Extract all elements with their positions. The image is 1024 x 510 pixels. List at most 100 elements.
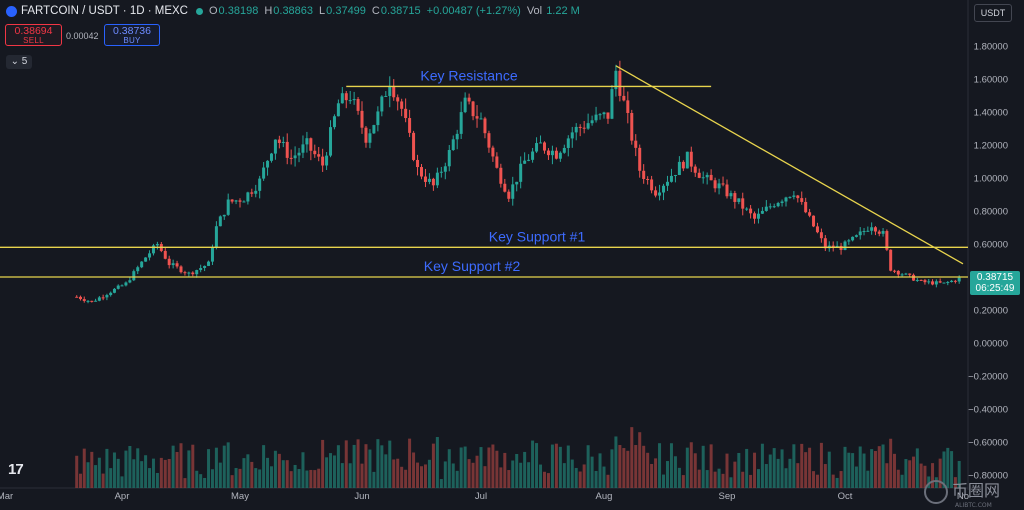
volume-bar [858, 446, 862, 488]
candle-body [889, 249, 893, 271]
volume-bar [207, 449, 211, 488]
volume-bar [550, 444, 554, 488]
candle-body [598, 114, 602, 116]
sell-button[interactable]: 0.38694 SELL [5, 24, 62, 46]
volume-bar [313, 470, 317, 488]
volume-bar [214, 447, 218, 488]
volume-bar [946, 447, 950, 488]
volume-bar [721, 473, 725, 488]
time-axis[interactable]: Mar Apr May Jun Jul Aug Sep Oct No [0, 491, 969, 502]
volume-bar [151, 458, 155, 488]
volume-bar [835, 477, 839, 488]
candle-body [784, 197, 788, 202]
volume-bar [931, 463, 935, 488]
candle-body [266, 160, 270, 168]
candle-body [542, 142, 546, 151]
volume-bar [823, 464, 827, 488]
candle-body [741, 198, 745, 209]
volume-bar [289, 471, 293, 488]
open-label: O [208, 5, 218, 17]
annotations: Key Resistance Key Support #1 Key Support … [0, 65, 968, 278]
volume-bar [435, 437, 439, 488]
currency-selector[interactable]: USDT [974, 4, 1012, 22]
candle-body [400, 101, 404, 109]
volume-bar [602, 466, 606, 488]
volume-bar [234, 468, 238, 488]
x-tick-label: Oct [838, 491, 853, 502]
candle-body [336, 103, 340, 117]
volume-bar [507, 470, 511, 488]
volume-bar [892, 453, 896, 488]
candle-body [646, 178, 650, 180]
candle-body [912, 274, 916, 281]
candle-body [725, 184, 729, 197]
volume-bar [531, 440, 535, 488]
volume-bar [614, 436, 618, 488]
watermark-sub: ALIBTC.COM [955, 502, 992, 509]
volume-bar [179, 443, 183, 488]
volume-bar [120, 476, 124, 488]
volume-bar [539, 464, 543, 488]
candle-body [226, 199, 230, 215]
volume-bar [889, 438, 893, 488]
volume-bar [352, 444, 356, 488]
candle-body [443, 166, 447, 172]
volume-bar [768, 454, 772, 488]
candle-body [823, 238, 827, 249]
candle-body [681, 161, 685, 169]
candle-body [317, 154, 321, 157]
candle-body [234, 200, 238, 202]
volume-bar [912, 456, 916, 488]
close-label: C [371, 5, 380, 17]
x-tick-label: Sep [719, 491, 736, 502]
candle-body [927, 281, 931, 283]
volume-bar [148, 468, 152, 488]
indicators-toggle-button[interactable]: ⌄ 5 [6, 55, 32, 69]
coin-logo-icon [6, 5, 17, 17]
volume-bar [953, 477, 957, 488]
volume-bar [459, 447, 463, 488]
tradingview-logo-icon[interactable]: 17 [8, 461, 24, 478]
volume-bar [372, 471, 376, 488]
volume-bar [447, 449, 451, 488]
volume-bar [451, 463, 455, 488]
volume-bar [416, 462, 420, 488]
volume-bar [606, 474, 610, 488]
annotation-label: Key Support #1 [489, 228, 586, 244]
candle-body [262, 167, 266, 179]
volume-bar [827, 451, 831, 488]
volume-bar [741, 471, 745, 488]
volume-bar [218, 462, 222, 488]
candle-body [479, 118, 483, 120]
volume-bar [745, 448, 749, 488]
last-price-tag: 0.38715 06:25:49 [970, 271, 1020, 295]
volume-bar [364, 444, 368, 488]
volume-bar [344, 440, 348, 488]
volume-bar [281, 460, 285, 488]
candle-body [163, 250, 167, 259]
volume-bar [301, 452, 305, 488]
candle-body [511, 184, 515, 199]
volume-bar [495, 450, 499, 488]
volume-bar [717, 468, 721, 488]
candle-body [804, 201, 808, 213]
candle-body [550, 150, 554, 156]
candle-body [634, 140, 638, 148]
candle-body [950, 280, 954, 283]
volume-bar [348, 463, 352, 488]
symbol-title[interactable]: FARTCOIN / USDT · 1D · MEXC [21, 5, 188, 17]
candle-body [416, 159, 420, 168]
candle-body [729, 193, 733, 197]
volume-bar [760, 443, 764, 488]
volume-bar [511, 460, 515, 488]
volume-bar [384, 454, 388, 488]
candle-body [689, 151, 693, 167]
candle-body [862, 231, 866, 233]
volume-bar [368, 449, 372, 488]
candle-body [451, 139, 455, 151]
buy-button[interactable]: 0.38736 BUY [104, 24, 160, 46]
candle-body [586, 123, 590, 129]
candle-body [764, 206, 768, 211]
